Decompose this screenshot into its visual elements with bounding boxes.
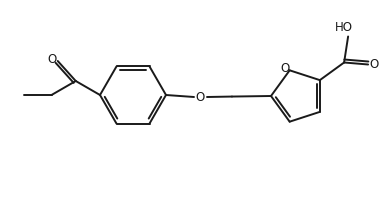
Text: O: O: [47, 52, 57, 66]
Text: HO: HO: [335, 21, 353, 34]
Text: O: O: [280, 62, 289, 75]
Text: O: O: [370, 58, 379, 71]
Text: O: O: [195, 90, 205, 104]
